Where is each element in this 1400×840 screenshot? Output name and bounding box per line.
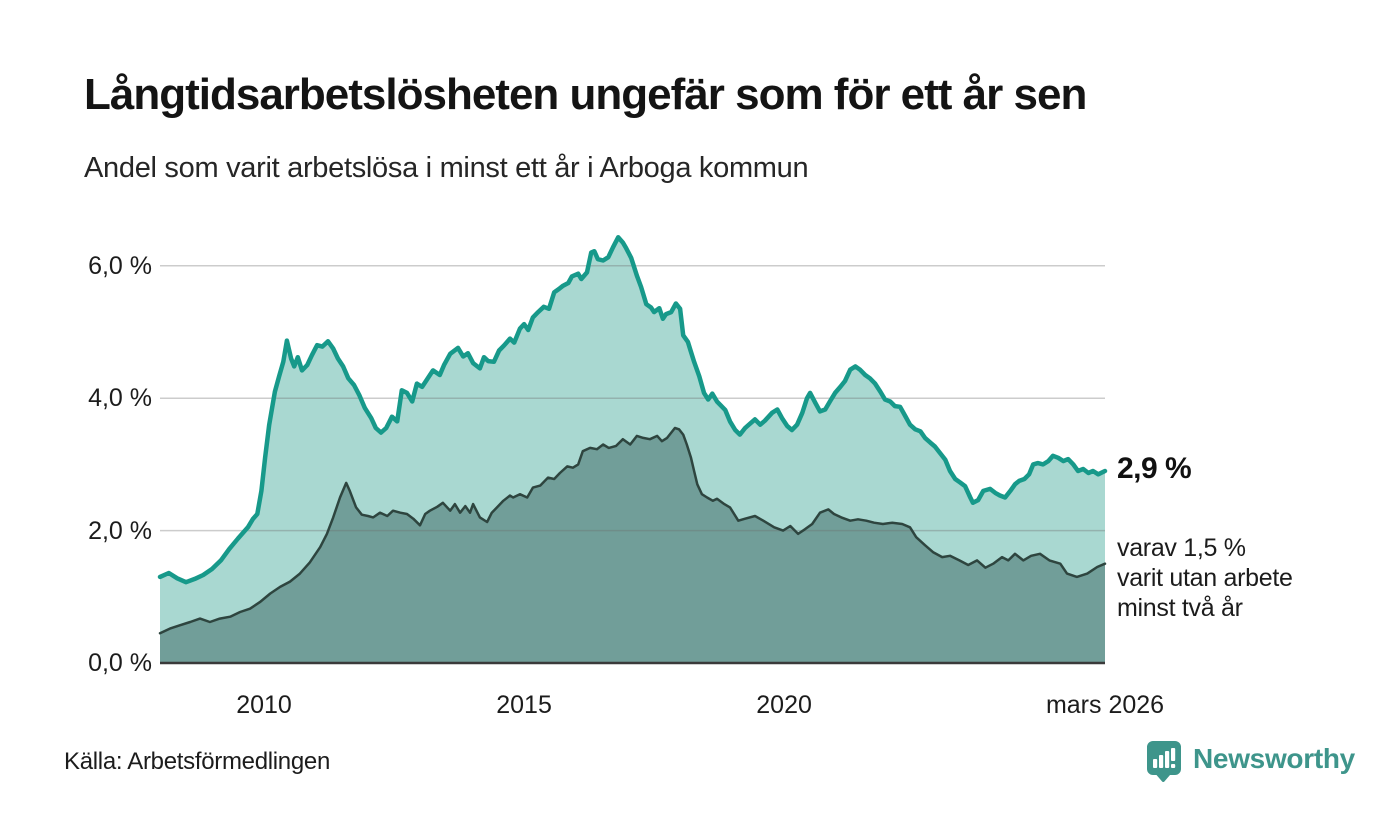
y-tick-label: 4,0 % — [88, 384, 152, 413]
y-tick-label: 2,0 % — [88, 516, 152, 545]
area-unemployed-two-years — [160, 428, 1105, 663]
page-subtitle: Andel som varit arbetslösa i minst ett å… — [84, 152, 809, 184]
y-tick-label: 6,0 % — [88, 251, 152, 280]
y-tick-label: 0,0 % — [88, 649, 152, 677]
x-tick-label: mars 2026 — [1045, 691, 1165, 719]
newsworthy-logo-text: Newsworthy — [1193, 743, 1355, 774]
page-title: Långtidsarbetslösheten ungefär som för e… — [84, 70, 1087, 119]
line-unemployed-one-year — [157, 235, 1108, 585]
x-tick-label: 2010 — [236, 691, 292, 719]
newsworthy-logo-icon — [1146, 740, 1182, 787]
newsworthy-logo[interactable]: Newsworthy — [1146, 740, 1355, 787]
x-tick-label: 2020 — [756, 691, 812, 719]
source-note: Källa: Arbetsförmedlingen — [64, 748, 330, 775]
x-tick-label: 2015 — [496, 691, 552, 719]
end-value-label: 2,9 % — [1117, 452, 1192, 486]
end-sub-annotation: varav 1,5 % varit utan arbete minst två … — [1117, 534, 1293, 622]
line-unemployed-two-years — [158, 426, 1107, 635]
